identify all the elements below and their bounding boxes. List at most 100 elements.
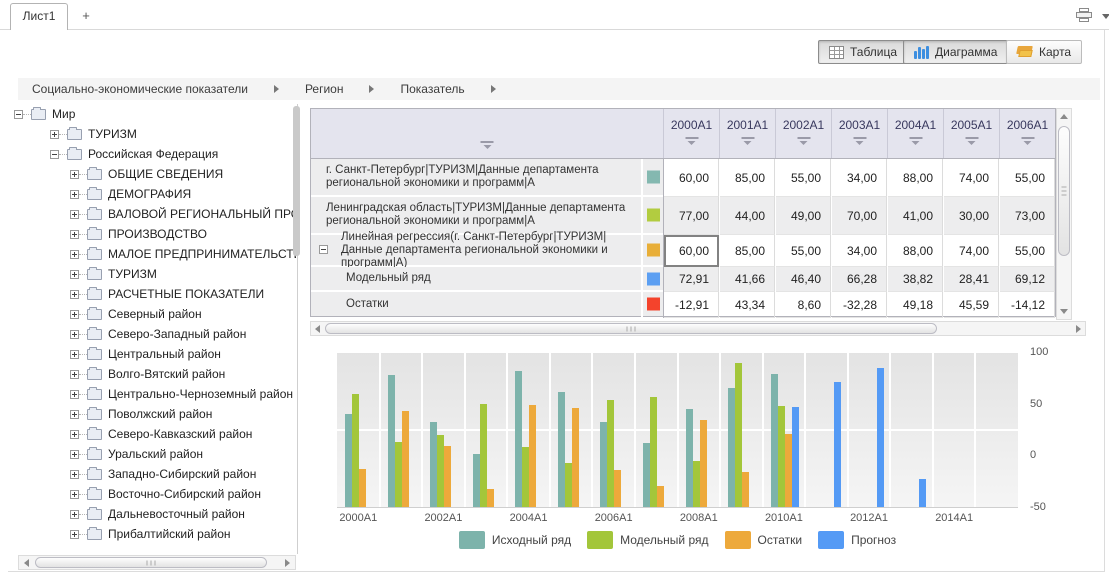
grid-cell[interactable]: 60,00 — [664, 159, 719, 197]
scroll-up-arrow-icon[interactable] — [1060, 114, 1068, 119]
legend-item[interactable]: Исходный ряд — [458, 531, 571, 549]
map-view-button[interactable]: Карта — [1006, 40, 1083, 64]
grid-cell[interactable]: 55,00 — [1000, 235, 1055, 267]
tree-expand-icon[interactable] — [70, 329, 79, 339]
row-label-cell[interactable]: Линейная регрессия(г. Санкт-Петербург|ТУ… — [311, 231, 641, 269]
scroll-left-arrow-icon[interactable] — [24, 559, 29, 567]
tree-item[interactable]: ПРОИЗВОДСТВО — [8, 224, 296, 244]
row-label-cell[interactable]: Модельный ряд — [311, 267, 641, 290]
tree-item[interactable]: Западно-Сибирский район — [8, 464, 296, 484]
grid-cell[interactable]: 85,00 — [720, 159, 775, 197]
new-tab-button[interactable]: + — [82, 8, 90, 23]
grid-cell[interactable]: 34,00 — [832, 235, 887, 267]
scroll-down-arrow-icon[interactable] — [1060, 309, 1068, 314]
grid-cell[interactable]: 28,41 — [944, 267, 999, 292]
filter-icon[interactable] — [1021, 137, 1034, 146]
grid-cell[interactable]: 45,59 — [944, 292, 999, 318]
tree-expand-icon[interactable] — [70, 369, 79, 379]
tree-expand-icon[interactable] — [70, 249, 79, 259]
tree-expand-icon[interactable] — [70, 529, 79, 539]
grid-column-header[interactable]: 2000A1 — [663, 109, 719, 158]
filter-icon[interactable] — [480, 141, 494, 150]
tree-item[interactable]: ТУРИЗМ — [8, 124, 296, 144]
grid-cell[interactable]: -14,12 — [1000, 292, 1055, 318]
tree-item[interactable]: Мир — [8, 104, 296, 124]
grid-column-header[interactable]: 2001A1 — [719, 109, 775, 158]
sheet-tab[interactable]: Лист1 — [10, 3, 68, 30]
grid-cell[interactable]: 60,00 — [664, 235, 719, 267]
tree-item[interactable]: Северо-Западный район — [8, 324, 296, 344]
filter-icon[interactable] — [741, 137, 754, 146]
row-label-cell[interactable]: г. Санкт-Петербург|ТУРИЗМ|Данные департа… — [311, 159, 641, 195]
grid-cell[interactable]: 41,66 — [720, 267, 775, 292]
filter-icon[interactable] — [685, 137, 698, 146]
tree-item[interactable]: ДЕМОГРАФИЯ — [8, 184, 296, 204]
grid-cell[interactable]: 74,00 — [944, 159, 999, 197]
grid-cell[interactable]: 30,00 — [944, 197, 999, 235]
grid-cell[interactable]: 55,00 — [776, 159, 831, 197]
grid-column-header[interactable]: 2006A1 — [999, 109, 1055, 158]
print-button[interactable] — [1076, 6, 1109, 26]
row-label-cell[interactable]: Ленинградская область|ТУРИЗМ|Данные депа… — [311, 197, 641, 233]
tree-expand-icon[interactable] — [70, 389, 79, 399]
grid-cell[interactable]: 55,00 — [1000, 159, 1055, 197]
breadcrumb-item[interactable]: Показатель — [400, 82, 465, 96]
scroll-right-arrow-icon[interactable] — [1076, 325, 1081, 333]
tree-item[interactable]: Центрально-Черноземный район — [8, 384, 296, 404]
filter-icon[interactable] — [797, 137, 810, 146]
tree-item[interactable]: ВАЛОВОЙ РЕГИОНАЛЬНЫЙ ПРОДУКТ — [8, 204, 296, 224]
tree-item[interactable]: Волго-Вятский район — [8, 364, 296, 384]
filter-icon[interactable] — [909, 137, 922, 146]
grid-cell[interactable]: 77,00 — [664, 197, 719, 235]
grid-cell[interactable]: 88,00 — [888, 235, 943, 267]
tree-expand-icon[interactable] — [70, 409, 79, 419]
grid-cell[interactable]: 43,34 — [720, 292, 775, 318]
tree-expand-icon[interactable] — [70, 229, 79, 239]
tree-expand-icon[interactable] — [70, 469, 79, 479]
grid-cell[interactable]: 85,00 — [720, 235, 775, 267]
tree-item[interactable]: Уральский район — [8, 444, 296, 464]
row-label-cell[interactable]: Остатки — [311, 292, 641, 316]
scroll-left-arrow-icon[interactable] — [315, 325, 320, 333]
tree-expand-icon[interactable] — [70, 209, 79, 219]
tree-expand-icon[interactable] — [70, 489, 79, 499]
tree-item[interactable]: ТУРИЗМ — [8, 264, 296, 284]
tree-collapse-icon[interactable] — [50, 149, 59, 159]
grid-column-header[interactable]: 2002A1 — [775, 109, 831, 158]
tree-expand-icon[interactable] — [70, 349, 79, 359]
grid-cell[interactable]: 44,00 — [720, 197, 775, 235]
grid-cell[interactable]: 66,28 — [832, 267, 887, 292]
grid-cell[interactable]: 49,18 — [888, 292, 943, 318]
grid-cell[interactable]: 70,00 — [832, 197, 887, 235]
tree-expand-icon[interactable] — [70, 169, 79, 179]
grid-cell[interactable]: 69,12 — [1000, 267, 1055, 292]
tree-item[interactable]: Восточно-Сибирский район — [8, 484, 296, 504]
legend-item[interactable]: Остатки — [724, 531, 802, 549]
tree-expand-icon[interactable] — [70, 509, 79, 519]
tree-hscroll-thumb[interactable] — [35, 557, 267, 568]
tree-item[interactable]: Северо-Кавказский район — [8, 424, 296, 444]
grid-column-header[interactable]: 2003A1 — [831, 109, 887, 158]
legend-item[interactable]: Прогноз — [818, 531, 896, 549]
tree-expand-icon[interactable] — [70, 269, 79, 279]
row-collapse-icon[interactable] — [319, 245, 328, 254]
grid-header-rowlabel-cell[interactable] — [311, 109, 663, 158]
tree-item[interactable]: Северный район — [8, 304, 296, 324]
filter-icon[interactable] — [853, 137, 866, 146]
tree-item[interactable]: Поволжский район — [8, 404, 296, 424]
tree-item[interactable]: МАЛОЕ ПРЕДПРИНИМАТЕЛЬСТВО — [8, 244, 296, 264]
grid-cell[interactable]: -32,28 — [832, 292, 887, 318]
grid-column-header[interactable]: 2004A1 — [887, 109, 943, 158]
grid-hscroll-thumb[interactable] — [325, 323, 937, 334]
grid-cell[interactable]: 73,00 — [1000, 197, 1055, 235]
tree-item[interactable]: Российская Федерация — [8, 144, 296, 164]
legend-item[interactable]: Модельный ряд — [587, 531, 709, 549]
grid-cell[interactable]: 41,00 — [888, 197, 943, 235]
grid-cell[interactable]: 72,91 — [664, 267, 719, 292]
grid-cell[interactable]: 38,82 — [888, 267, 943, 292]
grid-cell[interactable]: 88,00 — [888, 159, 943, 197]
filter-icon[interactable] — [965, 137, 978, 146]
grid-vscroll-thumb[interactable] — [1058, 126, 1070, 256]
grid-cell[interactable]: 34,00 — [832, 159, 887, 197]
tree-collapse-icon[interactable] — [14, 109, 23, 119]
